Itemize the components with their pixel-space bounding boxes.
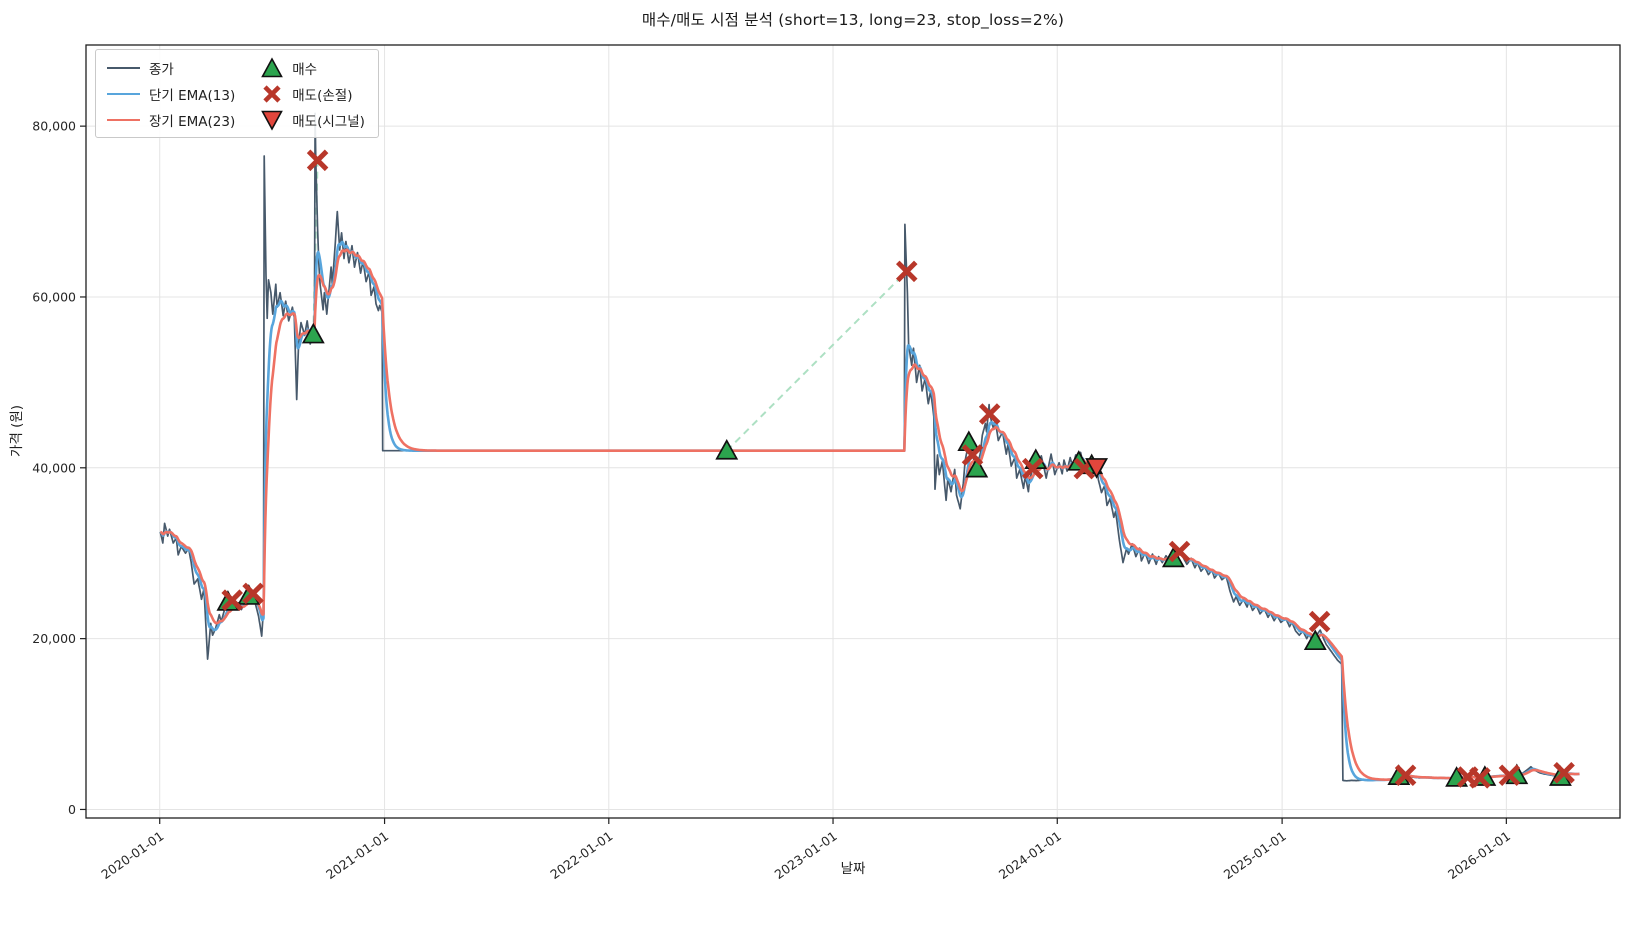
legend-item-sell-signal: 매도(시그널) — [261, 109, 365, 131]
legend-markers-column: 매수 매도(손절) 매도(시그널) — [261, 56, 365, 131]
legend-label: 매수 — [292, 61, 318, 78]
x-axis-label: 날짜 — [841, 861, 866, 877]
svg-text:2026-01-01: 2026-01-01 — [1445, 828, 1513, 882]
svg-text:2020-01-01: 2020-01-01 — [98, 828, 166, 882]
legend-item-buy: 매수 — [261, 56, 365, 78]
svg-text:20,000: 20,000 — [32, 631, 76, 646]
legend-label: 단기 EMA(13) — [149, 87, 236, 104]
svg-text:40,000: 40,000 — [32, 460, 76, 475]
chart-title: 매수/매도 시점 분석 (short=13, long=23, stop_los… — [641, 11, 1065, 29]
ema-short-line-icon — [107, 92, 140, 95]
svg-text:2023-01-01: 2023-01-01 — [772, 828, 840, 882]
svg-text:80,000: 80,000 — [32, 119, 76, 134]
legend-label: 매도(시그널) — [292, 113, 365, 130]
stop-loss-x-icon — [263, 84, 281, 103]
svg-text:2021-01-01: 2021-01-01 — [323, 828, 391, 882]
legend-item-sell-stop: 매도(손절) — [261, 83, 365, 104]
legend-label: 매도(손절) — [292, 87, 353, 104]
legend-item-ema-short: 단기 EMA(13) — [107, 83, 235, 104]
sell-triangle-icon — [261, 110, 284, 131]
legend: 종가 단기 EMA(13) 장기 EMA(23) 매수 — [95, 49, 379, 138]
legend-series-column: 종가 단기 EMA(13) 장기 EMA(23) — [107, 57, 235, 130]
svg-text:60,000: 60,000 — [32, 289, 76, 304]
svg-text:2025-01-01: 2025-01-01 — [1221, 828, 1289, 882]
ema-long-line-icon — [107, 118, 140, 121]
legend-item-close: 종가 — [107, 57, 235, 78]
legend-label: 장기 EMA(23) — [149, 113, 236, 130]
legend-item-ema-long: 장기 EMA(23) — [107, 109, 235, 130]
svg-text:2022-01-01: 2022-01-01 — [547, 828, 615, 882]
buy-triangle-icon — [261, 56, 284, 77]
svg-text:2024-01-01: 2024-01-01 — [996, 828, 1064, 882]
y-axis-label: 가격 (원) — [9, 405, 25, 457]
svg-text:0: 0 — [68, 802, 76, 817]
close-line-icon — [107, 66, 140, 69]
legend-label: 종가 — [149, 61, 174, 78]
